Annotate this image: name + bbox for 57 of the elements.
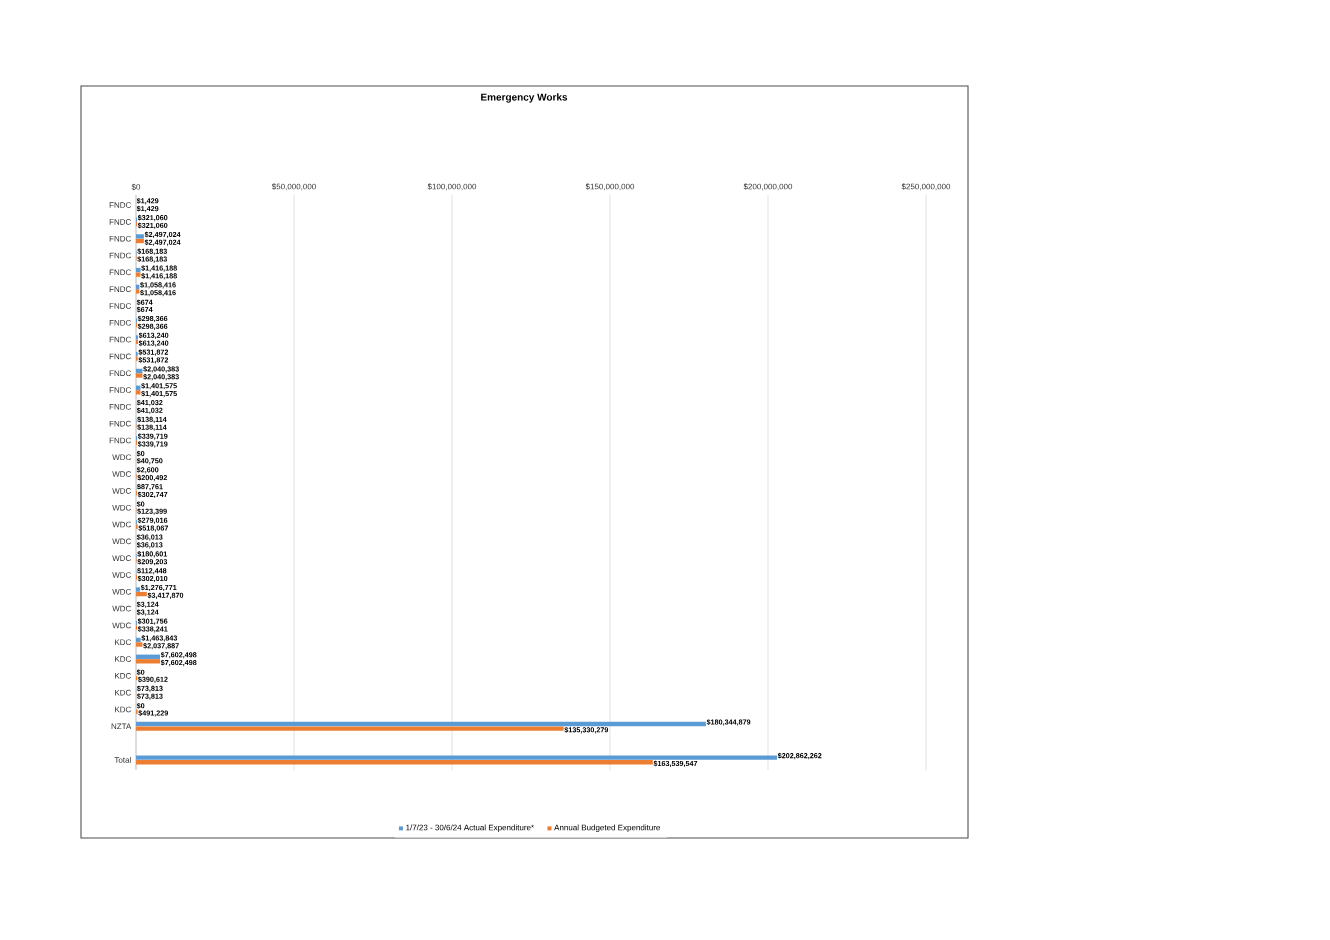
bar (136, 238, 144, 244)
x-tick-label: $250,000,000 (901, 183, 951, 191)
y-tick-label: FNDC (109, 404, 131, 410)
y-tick-label: FNDC (109, 286, 131, 292)
bar (136, 591, 147, 597)
bar (136, 755, 778, 760)
y-tick-label: WDC (112, 521, 131, 528)
x-tick-label: $100,000,000 (427, 183, 477, 191)
bar (136, 289, 140, 294)
y-tick-label: KDC (115, 673, 131, 679)
y-tick-label: FNDC (109, 319, 131, 326)
x-tick-label: $50,000,000 (271, 183, 316, 191)
y-tick-label: WDC (112, 572, 131, 578)
y-tick-label: KDC (115, 656, 131, 662)
y-tick-label: WDC (112, 588, 131, 595)
y-tick-label: KDC (115, 706, 131, 713)
chart-title: Emergency Works (481, 93, 568, 103)
y-tick-label: WDC (112, 622, 131, 629)
y-tick-label: WDC (112, 504, 131, 511)
y-tick-label: WDC (112, 605, 131, 612)
y-tick-label: WDC (112, 454, 131, 461)
y-tick-label: FNDC (109, 437, 131, 444)
bar (136, 234, 144, 239)
y-tick-label: WDC (112, 555, 131, 561)
y-tick-label: FNDC (109, 336, 131, 343)
legend-label: 1/7/23 - 30/6/24 Actual Expenditure* (406, 824, 534, 832)
y-tick-label: WDC (112, 538, 131, 545)
x-tick-label: $150,000,000 (585, 183, 635, 191)
y-tick-label: Total (114, 756, 131, 763)
y-tick-label: FNDC (109, 235, 131, 242)
y-tick-label: FNDC (109, 420, 131, 427)
legend-label: Annual Budgeted Expenditure (554, 824, 661, 832)
bar (136, 654, 161, 659)
bar (136, 642, 143, 647)
bar (136, 726, 564, 731)
bar (136, 659, 161, 664)
bar (136, 760, 653, 765)
bar (136, 721, 706, 727)
y-tick-label: WDC (112, 471, 131, 477)
x-tick-label: $200,000,000 (743, 183, 793, 191)
y-tick-label: FNDC (109, 202, 131, 208)
y-tick-label: WDC (112, 488, 131, 494)
bar (136, 637, 141, 643)
y-tick-label: FNDC (109, 387, 131, 393)
y-tick-label: KDC (115, 639, 131, 646)
bar (136, 272, 141, 277)
x-tick-label: $0 (131, 183, 141, 191)
bar (136, 373, 143, 378)
y-tick-label: FNDC (109, 370, 131, 377)
y-tick-label: FNDC (109, 353, 131, 360)
y-tick-label: NZTA (111, 723, 132, 730)
bar (136, 587, 141, 592)
y-tick-label: FNDC (109, 252, 131, 259)
y-tick-label: KDC (115, 689, 131, 696)
y-tick-label: FNDC (109, 269, 131, 276)
y-tick-label: FNDC (109, 303, 131, 309)
y-tick-label: FNDC (109, 219, 131, 225)
